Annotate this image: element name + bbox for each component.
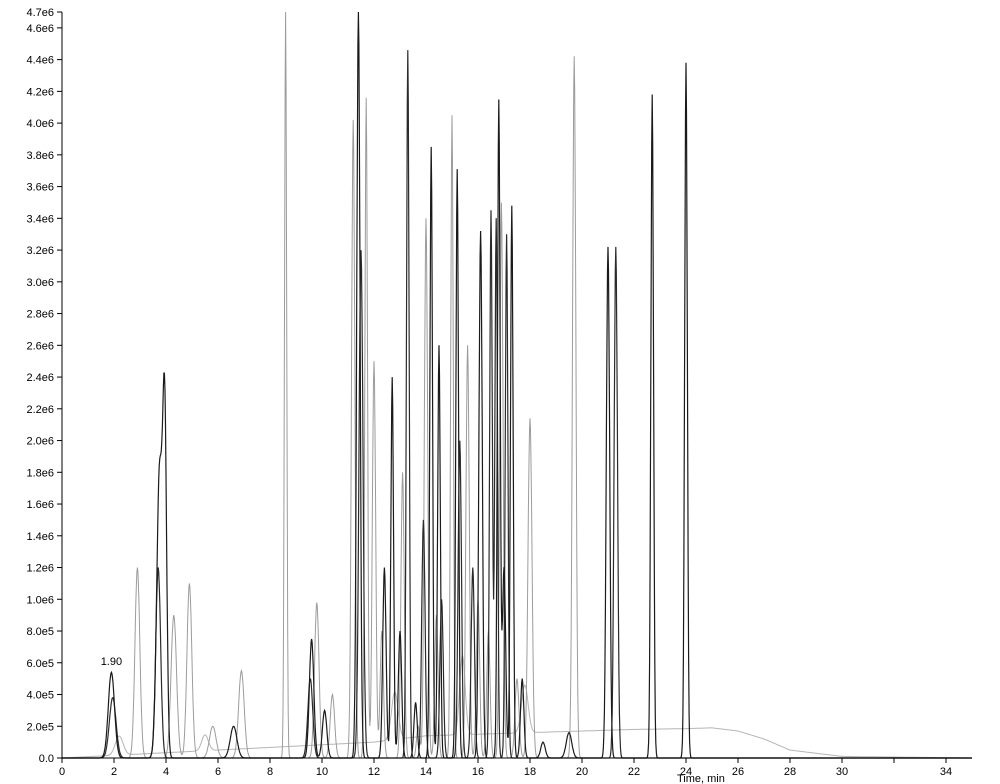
y-tick-label: 6.0e5 <box>26 658 54 670</box>
y-tick-label: 4.4e6 <box>26 55 54 67</box>
y-tick-label: 3.8e6 <box>26 150 54 162</box>
x-tick-label: 8 <box>267 766 273 778</box>
y-tick-label: 2.2e6 <box>26 404 54 416</box>
x-tick-label: 26 <box>732 766 744 778</box>
y-tick-label: 2.4e6 <box>26 372 54 384</box>
y-tick-label: 4.0e6 <box>26 118 54 130</box>
y-tick-label: 2.8e6 <box>26 309 54 321</box>
y-tick-label: 1.2e6 <box>26 563 54 575</box>
y-tick-label: 3.2e6 <box>26 245 54 257</box>
x-tick-label: 18 <box>524 766 536 778</box>
x-tick-label: 14 <box>420 766 432 778</box>
x-tick-label: 30 <box>836 766 848 778</box>
y-tick-label: 1.8e6 <box>26 467 54 479</box>
y-tick-label: 3.0e6 <box>26 277 54 289</box>
y-tick-label: 1.6e6 <box>26 499 54 511</box>
y-tick-label: 2.6e6 <box>26 340 54 352</box>
x-tick-label: 22 <box>628 766 640 778</box>
x-tick-label: 28 <box>784 766 796 778</box>
x-tick-label: 34 <box>940 766 952 778</box>
peak-annotation: 1.90 <box>101 656 122 668</box>
x-tick-label: 2 <box>111 766 117 778</box>
y-tick-label: 2.0e6 <box>26 436 54 448</box>
y-tick-label: 1.0e6 <box>26 594 54 606</box>
x-tick-label: 16 <box>472 766 484 778</box>
x-tick-label: 20 <box>576 766 588 778</box>
x-tick-label: 12 <box>368 766 380 778</box>
x-tick-label: 10 <box>316 766 328 778</box>
chromatogram-chart: 0.0 2.0e5 4.0e5 6.0e5 8.0e5 1.0e6 1.2e6 1.4e6 1.… <box>0 0 1000 784</box>
chart-svg: 0.0 2.0e5 4.0e5 6.0e5 8.0e5 1.0e6 1.2e6 1.4e6 1.… <box>0 0 1000 784</box>
y-tick-label: 8.0e5 <box>26 626 54 638</box>
x-axis-label: Time, min <box>677 773 725 784</box>
y-tick-label: 4.2e6 <box>26 86 54 98</box>
x-tick-label: 6 <box>215 766 221 778</box>
y-tick-label: 3.6e6 <box>26 182 54 194</box>
x-tick-label: 0 <box>59 766 65 778</box>
y-tick-label: 4.7e6 <box>26 7 54 19</box>
x-tick-label: 4 <box>163 766 169 778</box>
y-tick-label: 4.0e5 <box>26 690 54 702</box>
y-tick-label: 4.6e6 <box>26 23 54 35</box>
y-tick-label: 2.0e5 <box>26 721 54 733</box>
y-tick-label: 0.0 <box>39 753 54 765</box>
y-tick-label: 1.4e6 <box>26 531 54 543</box>
y-tick-label: 3.4e6 <box>26 213 54 225</box>
